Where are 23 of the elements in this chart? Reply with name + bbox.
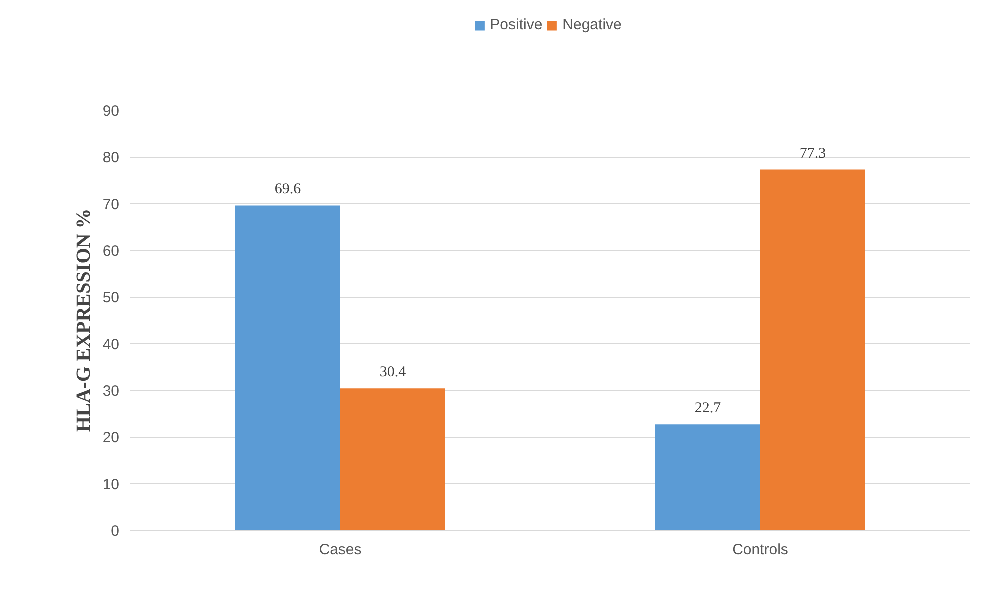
- data-label: 22.7: [694, 400, 722, 417]
- y-tick-label: 90: [102, 103, 120, 120]
- bar: [760, 170, 866, 530]
- legend-label: Positive: [490, 16, 543, 34]
- y-tick-label: 30: [102, 383, 120, 400]
- data-label: 69.6: [274, 182, 302, 198]
- legend-label: Negative: [562, 16, 622, 34]
- y-tick-label: 70: [102, 196, 120, 214]
- data-label: 77.3: [800, 146, 826, 162]
- bar: [236, 206, 340, 530]
- x-tick-label: Cases: [319, 542, 362, 558]
- y-tick-label: 20: [102, 430, 120, 447]
- y-tick-label: 40: [102, 336, 120, 354]
- y-tick-label: 50: [102, 290, 120, 307]
- bar: [656, 424, 760, 530]
- y-axis-title: HLA-G EXPRESSION %: [72, 208, 95, 432]
- data-label: 30.4: [380, 364, 407, 381]
- bar: [340, 388, 446, 530]
- y-tick-label: 0: [111, 523, 120, 540]
- x-tick-label: Controls: [732, 542, 788, 558]
- y-tick-label: 60: [102, 243, 120, 260]
- y-tick-label: 80: [102, 150, 120, 167]
- y-tick-label: 10: [102, 476, 120, 494]
